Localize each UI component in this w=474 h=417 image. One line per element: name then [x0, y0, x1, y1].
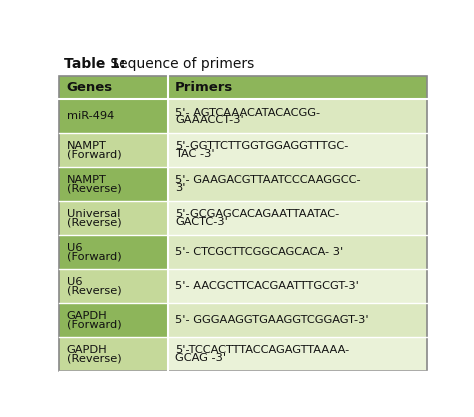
Text: 5'- AACGCTTCACGAATTTGCGT-3': 5'- AACGCTTCACGAATTTGCGT-3' [175, 281, 359, 291]
Text: GAAACCT-3': GAAACCT-3' [175, 116, 244, 126]
Text: Primers: Primers [175, 81, 233, 94]
Text: Table 1:: Table 1: [64, 57, 125, 70]
Text: NAMPT: NAMPT [66, 176, 107, 186]
Text: (Reverse): (Reverse) [66, 183, 121, 193]
Bar [168, 201, 427, 235]
Text: 3': 3' [175, 183, 185, 193]
Bar [59, 133, 168, 167]
Bar [59, 269, 168, 303]
Text: Universal: Universal [66, 209, 120, 219]
Bar [59, 76, 168, 100]
Bar [168, 100, 427, 133]
Bar [59, 167, 168, 201]
Text: GAPDH: GAPDH [66, 345, 107, 355]
Text: (Forward): (Forward) [66, 319, 121, 329]
Bar [59, 337, 168, 371]
Bar [168, 76, 427, 100]
Text: (Reverse): (Reverse) [66, 217, 121, 227]
Text: U6: U6 [66, 244, 82, 254]
Text: 5'-GCGAGCACAGAATTAATAC-: 5'-GCGAGCACAGAATTAATAC- [175, 209, 339, 219]
Text: GCAG -3': GCAG -3' [175, 353, 226, 363]
Bar [168, 337, 427, 371]
Text: (Reverse): (Reverse) [66, 353, 121, 363]
Bar [59, 201, 168, 235]
Bar [168, 167, 427, 201]
Text: U6: U6 [66, 277, 82, 287]
Text: 5'- AGTCAAACATACACGG-: 5'- AGTCAAACATACACGG- [175, 108, 320, 118]
Bar [59, 235, 168, 269]
Bar [168, 133, 427, 167]
Text: 5'- GGGAAGGTGAAGGTCGGAGT-3': 5'- GGGAAGGTGAAGGTCGGAGT-3' [175, 315, 369, 325]
Text: GACTC-3': GACTC-3' [175, 217, 228, 227]
Text: TAC -3': TAC -3' [175, 149, 215, 159]
Text: Sequence of primers: Sequence of primers [106, 57, 254, 70]
Text: 5'- GAAGACGTTAATCCCAAGGCC-: 5'- GAAGACGTTAATCCCAAGGCC- [175, 176, 361, 186]
Text: (Forward): (Forward) [66, 251, 121, 261]
Text: 5'- CTCGCTTCGGCAGCACA- 3': 5'- CTCGCTTCGGCAGCACA- 3' [175, 247, 343, 257]
Bar [59, 100, 168, 133]
Text: miR-494: miR-494 [66, 111, 114, 121]
Text: 5'-TCCACTTTACCAGAGTTAAAA-: 5'-TCCACTTTACCAGAGTTAAAA- [175, 345, 349, 355]
Bar [168, 269, 427, 303]
Bar [168, 303, 427, 337]
Bar [168, 235, 427, 269]
Text: (Reverse): (Reverse) [66, 285, 121, 295]
Bar [59, 303, 168, 337]
Text: GAPDH: GAPDH [66, 311, 107, 321]
Text: (Forward): (Forward) [66, 149, 121, 159]
Text: 5'-GGTTCTTGGTGGAGGTTTGC-: 5'-GGTTCTTGGTGGAGGTTTGC- [175, 141, 348, 151]
Text: NAMPT: NAMPT [66, 141, 107, 151]
Text: Genes: Genes [66, 81, 113, 94]
